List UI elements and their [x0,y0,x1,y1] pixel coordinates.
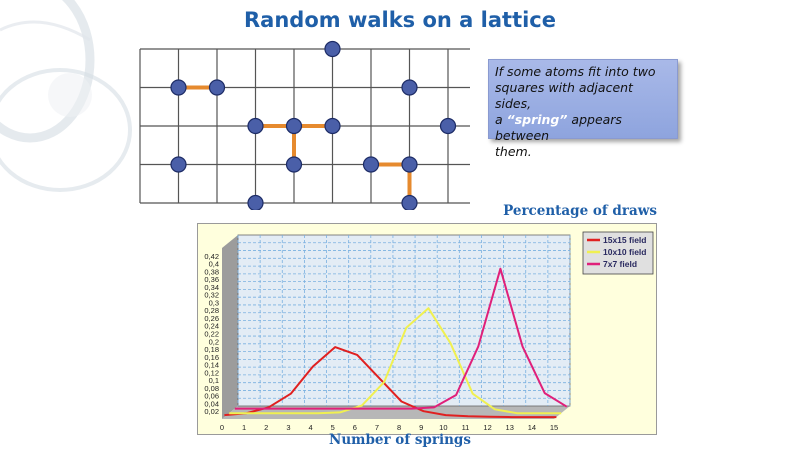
y-tick-label: 0,3 [209,298,219,307]
x-tick-label: 4 [308,423,312,432]
note-line-3-pre: a [495,112,507,127]
y-tick-label: 0,08 [204,384,219,393]
x-tick-label: 13 [506,423,514,432]
atom [285,156,303,173]
x-tick-label: 0 [220,423,224,432]
line-chart: 0,020,040,060,080,10,120,140,160,180,20,… [204,231,654,432]
atom [401,156,418,173]
y-tick-label: 0,24 [204,322,219,331]
atom [170,156,187,173]
x-tick-label: 6 [353,423,357,432]
note-box: If some atoms fit into two squares with … [488,59,678,159]
y-tick-label: 0,04 [204,399,219,408]
y-tick-label: 0,34 [204,283,219,292]
lattice-diagram [139,40,470,210]
x-tick-label: 11 [462,423,470,432]
y-tick-label: 0,1 [209,376,219,385]
x-tick-label: 8 [397,423,401,432]
atom [324,40,341,58]
y-tick-label: 0,26 [204,314,219,323]
x-tick-label: 10 [439,423,447,432]
y-tick-label: 0,18 [204,345,219,354]
y-tick-label: 0,02 [204,407,219,416]
atom [247,117,264,135]
x-tick-label: 15 [550,423,558,432]
left-wall [222,235,238,419]
x-tick-label: 1 [242,423,246,432]
x-axis-title: Number of springs [329,432,471,448]
y-axis-title: Percentage of draws [503,203,657,219]
note-line-3: a “spring” appears between [495,112,671,144]
note-line-1: If some atoms fit into two [495,64,656,79]
x-tick-label: 3 [286,423,290,432]
x-tick-label: 7 [375,423,379,432]
note-line-2: squares with adjacent sides, [495,80,633,111]
atom [324,117,341,135]
x-tick-label: 12 [483,423,491,432]
y-tick-label: 0,12 [204,368,219,377]
series-line [234,267,568,410]
x-tick-label: 14 [528,423,536,432]
slide-title: Random walks on a lattice [244,8,556,32]
atom [208,79,226,96]
y-tick-label: 0,16 [204,353,219,362]
atom [285,117,303,135]
y-tick-label: 0,22 [204,330,219,339]
y-tick-label: 0,28 [204,306,219,315]
x-tick-label: 5 [331,423,335,432]
y-tick-label: 0,42 [204,252,219,261]
legend-label: 15x15 field [603,235,646,245]
atom [362,156,380,173]
note-line-4: them. [495,144,532,159]
series-line [224,346,557,419]
legend-label: 7x7 field [603,259,637,269]
series-line [229,307,562,415]
y-tick-label: 0,14 [204,361,219,370]
y-tick-label: 0,38 [204,267,219,276]
atom [247,194,264,210]
atom [401,79,418,96]
legend-label: 10x10 field [603,247,646,257]
x-tick-label: 2 [264,423,268,432]
note-keyword: “spring” [506,112,568,127]
y-tick-label: 0,2 [209,337,219,346]
atom [170,79,187,96]
atom [439,117,457,135]
series-lines [224,267,568,419]
chart-panel: 0,02 0,04 0,06 0,08 0,1 0,12 0,14 0,16 0,18 0,2 0,… [197,223,657,435]
y-tick-label: 0,36 [204,275,219,284]
y-tick-label: 0,06 [204,392,219,401]
y-tick-label: 0,32 [204,291,219,300]
legend: 15x15 field 10x10 field 7x7 field [582,231,654,275]
x-tick-label: 9 [419,423,423,432]
note-line-3-post: appears between [495,112,622,143]
y-tick-label: 0,4 [209,260,219,269]
atom [401,194,418,210]
